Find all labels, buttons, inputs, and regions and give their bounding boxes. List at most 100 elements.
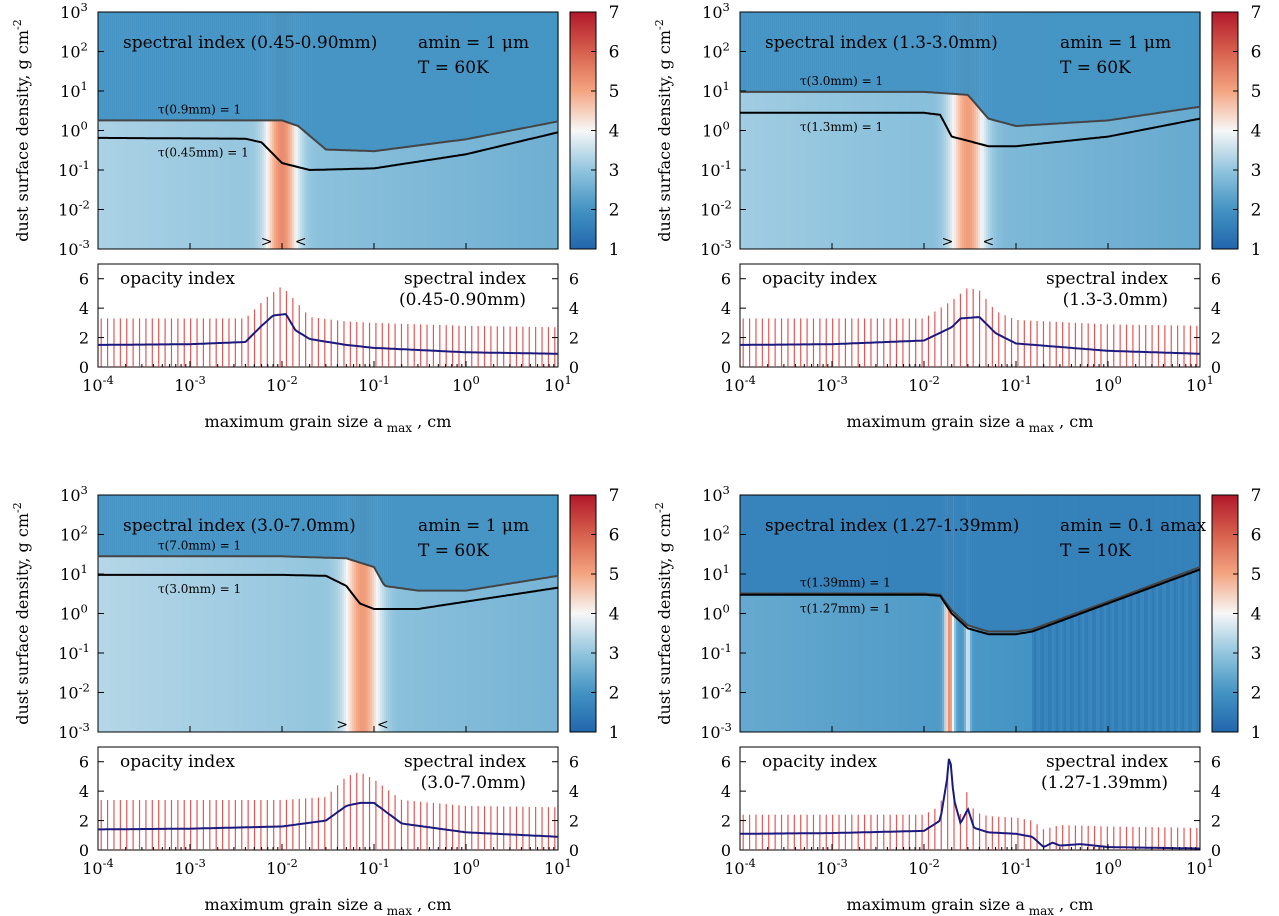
heatmap-column [360,495,363,732]
heatmap-column [1016,12,1019,249]
colorbar-tick-label: 2 [1251,684,1262,704]
heatmap-column [914,12,917,249]
thick-column [536,495,539,580]
heatmap-column [964,12,967,249]
thick-column [364,12,367,151]
thick-column [546,12,549,124]
heatmap-column [338,495,341,732]
heatmap-column [920,12,923,249]
thick-column [466,12,469,140]
thick-column [1168,12,1171,112]
thick-column [1054,495,1057,621]
heatmap-column [484,495,487,732]
heatmap-column [326,495,329,732]
heatmap-column [1130,12,1133,249]
thick-column [862,12,865,92]
thick-column [1188,495,1191,572]
thick-column [134,495,137,557]
spectral-index-range: (3.0-7.0mm) [421,773,526,793]
heatmap-column [432,495,435,732]
thick-column [362,495,365,564]
heatmap-column [146,12,149,249]
thick-column [1136,495,1139,591]
heatmap-column [162,495,165,732]
xtick-label: 10-4 [724,373,756,395]
heatmap-column [554,495,557,732]
heatmap-column [878,12,881,249]
heatmap-column [1196,12,1199,249]
heatmap-column [1132,12,1135,249]
heatmap-column [154,12,157,249]
thick-column [138,12,141,121]
thick-column [516,495,519,583]
thick-column [158,12,161,121]
thick-column [1060,12,1063,124]
heatmap-column [882,495,885,732]
thick-column [426,12,429,145]
thick-column [506,495,509,585]
thick-column [756,12,759,92]
heatmap-column [356,495,359,732]
heatmap-column [542,495,545,732]
thick-column [1070,12,1073,123]
thick-column [826,495,829,594]
heatmap-column [206,495,209,732]
thick-column [404,12,407,148]
thick-column [136,495,139,557]
thick-column [1044,495,1047,625]
thick-column [274,495,277,557]
heatmap-column [1176,12,1179,249]
thick-column [342,495,345,559]
bottom-ytick-label-right: 4 [1211,299,1221,318]
thick-column [808,495,811,594]
top-ytick-label: 101 [60,79,88,101]
heatmap-column [398,495,401,732]
heatmap-column [236,495,239,732]
heatmap-column [176,495,179,732]
thick-column [534,495,537,580]
bottom-ytick-label-right: 2 [1211,812,1221,831]
thick-column [896,12,899,92]
heatmap-column [264,12,267,249]
heatmap-column [1172,495,1175,732]
heatmap-column [392,495,395,732]
marker-right: < [377,717,389,733]
bottom-ytick-label-right: 2 [1211,329,1221,348]
thick-column [884,12,887,92]
heatmap-column [808,495,811,732]
thick-column [500,12,503,133]
bottom-frame [97,263,559,368]
heatmap-column [1090,12,1093,249]
thick-column [354,12,357,151]
heatmap-column [874,495,877,732]
heatmap-column [1100,12,1103,249]
thick-column [744,495,747,594]
thick-column [1010,12,1013,125]
colorbar-tick-label: 4 [609,605,620,625]
bottom-ytick-label-right: 6 [1211,753,1221,772]
top-ytick-label: 10-2 [700,197,732,219]
thick-column [516,12,519,130]
heatmap-column [122,495,125,732]
heatmap-column [476,495,479,732]
heatmap-column [132,12,135,249]
thick-column [1082,12,1085,122]
thick-column [508,495,511,584]
thick-column [1058,12,1061,124]
heatmap-column [538,12,541,249]
thick-column [460,495,463,591]
heatmap-column [1014,12,1017,249]
heatmap-column [532,495,535,732]
heatmap-column [266,12,269,249]
thick-column [870,12,873,92]
heatmap-column [506,495,509,732]
thick-column [1090,495,1093,608]
panel-title: spectral index (3.0-7.0mm) [123,516,356,536]
thick-column [496,495,499,586]
xtick-label: 10-4 [724,856,756,878]
thick-column [960,495,963,619]
thick-column [202,12,205,121]
bottom-ytick-label: 6 [721,753,731,772]
heatmap-column [954,12,957,249]
thick-column [784,12,787,92]
